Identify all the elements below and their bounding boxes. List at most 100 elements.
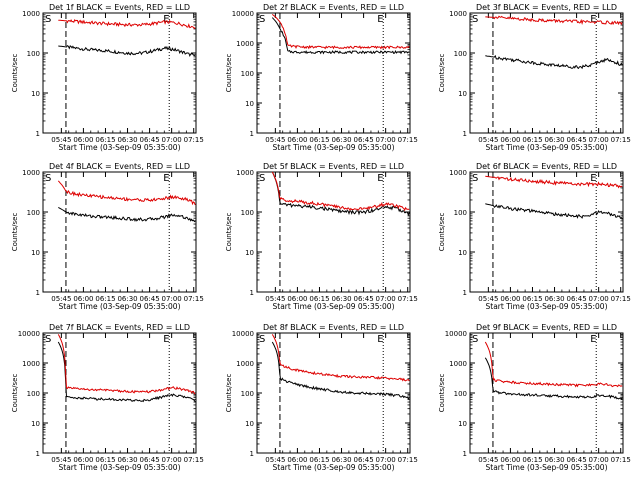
chart-panel-6: Det 6f BLACK = Events, RED = LLD 1 10 100 10… <box>438 162 631 311</box>
plot-frame <box>42 12 197 134</box>
y-axis-label: Counts/sec <box>11 374 19 413</box>
y-tick-label: 100 <box>27 390 40 398</box>
y-tick-label: 100 <box>27 209 40 217</box>
y-tick-label: 10 <box>31 249 40 257</box>
y-axis-label: Counts/sec <box>438 54 446 93</box>
y-tick-label: 10000 <box>232 10 254 18</box>
y-tick-label: 1000 <box>236 40 254 48</box>
end-marker-label: E <box>377 173 383 184</box>
chart-panel-4: Det 4f BLACK = Events, RED = LLD 1 10 100 10… <box>11 162 204 311</box>
chart-panel-8: Det 8f BLACK = Events, RED = LLD 1 10 100 10… <box>225 323 418 472</box>
x-axis-label: Start Time (03-Sep-09 05:35:00) <box>486 463 608 472</box>
x-tick-label: 06:15 <box>95 295 115 303</box>
x-tick-label: 05:45 <box>51 136 71 144</box>
x-tick-label: 06:30 <box>331 295 351 303</box>
x-tick-label: 07:00 <box>162 136 182 144</box>
plot-frame <box>469 171 624 293</box>
y-tick-label: 1000 <box>22 10 40 18</box>
y-axis-label: Counts/sec <box>11 213 19 252</box>
x-tick-label: 06:45 <box>353 456 373 464</box>
series-line-lld <box>271 14 410 50</box>
x-axis-label: Start Time (03-Sep-09 05:35:00) <box>273 463 395 472</box>
y-tick-label: 1000 <box>449 169 467 177</box>
x-tick-label: 06:30 <box>331 136 351 144</box>
x-tick-label: 07:00 <box>162 456 182 464</box>
y-axis-label: Counts/sec <box>225 374 233 413</box>
x-tick-label: 06:45 <box>139 136 159 144</box>
series-line-events <box>271 341 410 400</box>
chart-title: Det 1f BLACK = Events, RED = LLD <box>49 3 190 12</box>
y-tick-label: 1 <box>36 450 40 458</box>
x-tick-label: 07:00 <box>376 456 396 464</box>
x-tick-label: 06:00 <box>500 456 520 464</box>
y-tick-label: 10 <box>31 420 40 428</box>
chart-panel-7: Det 7f BLACK = Events, RED = LLD 1 10 100 10… <box>11 323 204 472</box>
y-tick-label: 1 <box>463 450 467 458</box>
x-tick-label: 05:45 <box>265 456 285 464</box>
chart-panel-1: Det 1f BLACK = Events, RED = LLD 1 10 100 10… <box>11 3 204 152</box>
x-axis-label: Start Time (03-Sep-09 05:35:00) <box>59 302 181 311</box>
x-tick-label: 06:00 <box>73 136 93 144</box>
chart-panel-9: Det 9f BLACK = Events, RED = LLD 1 10 100 10… <box>438 323 631 472</box>
x-tick-label: 07:00 <box>589 136 609 144</box>
x-tick-label: 05:45 <box>51 456 71 464</box>
y-tick-label: 10 <box>458 249 467 257</box>
y-tick-label: 10 <box>245 420 254 428</box>
chart-title: Det 6f BLACK = Events, RED = LLD <box>476 162 617 171</box>
series-line-events <box>485 203 623 220</box>
chart-panel-2: Det 2f BLACK = Events, RED = LLD 1 10 100 10… <box>225 3 418 152</box>
series-line-events <box>485 54 623 70</box>
x-tick-label: 07:00 <box>589 295 609 303</box>
end-marker-label: E <box>590 334 596 345</box>
x-tick-label: 06:15 <box>95 456 115 464</box>
end-marker-label: E <box>163 173 169 184</box>
plot-frame <box>469 12 624 134</box>
x-tick-label: 06:30 <box>331 456 351 464</box>
x-tick-label: 05:45 <box>51 295 71 303</box>
x-tick-label: 06:00 <box>287 295 307 303</box>
x-axis-label: Start Time (03-Sep-09 05:35:00) <box>486 143 608 152</box>
x-axis-label: Start Time (03-Sep-09 05:35:00) <box>273 302 395 311</box>
x-axis-label: Start Time (03-Sep-09 05:35:00) <box>59 463 181 472</box>
plot-frame <box>256 171 411 293</box>
start-marker-label: S <box>472 173 478 184</box>
x-tick-label: 06:45 <box>139 295 159 303</box>
x-tick-label: 07:00 <box>376 136 396 144</box>
y-tick-label: 100 <box>241 209 254 217</box>
chart-panel-5: Det 5f BLACK = Events, RED = LLD 1 10 100 10… <box>225 162 418 311</box>
y-tick-label: 100 <box>454 209 467 217</box>
y-axis-label: Counts/sec <box>438 213 446 252</box>
series-line-lld <box>57 334 196 395</box>
y-tick-label: 100 <box>27 50 40 58</box>
y-axis-label: Counts/sec <box>225 54 233 93</box>
y-axis-label: Counts/sec <box>438 374 446 413</box>
start-marker-label: S <box>259 14 265 25</box>
x-tick-label: 05:45 <box>265 295 285 303</box>
x-tick-label: 07:15 <box>398 136 418 144</box>
y-tick-label: 100 <box>454 390 467 398</box>
x-tick-label: 06:00 <box>73 456 93 464</box>
y-tick-label: 10 <box>245 100 254 108</box>
y-tick-label: 1000 <box>449 360 467 368</box>
y-tick-label: 100 <box>241 70 254 78</box>
chart-title: Det 5f BLACK = Events, RED = LLD <box>263 162 404 171</box>
series-line-events <box>271 171 410 217</box>
x-tick-label: 07:15 <box>611 136 631 144</box>
x-tick-label: 06:15 <box>309 295 329 303</box>
x-tick-label: 06:15 <box>522 295 542 303</box>
x-tick-label: 07:15 <box>611 295 631 303</box>
series-line-lld <box>485 175 623 189</box>
y-axis-label: Counts/sec <box>225 213 233 252</box>
x-tick-label: 07:15 <box>184 456 204 464</box>
y-tick-label: 1 <box>250 289 254 297</box>
x-tick-label: 06:45 <box>566 136 586 144</box>
x-tick-label: 05:45 <box>265 136 285 144</box>
x-tick-label: 06:30 <box>544 456 564 464</box>
y-axis-label: Counts/sec <box>11 54 19 93</box>
x-tick-label: 06:45 <box>353 295 373 303</box>
y-tick-label: 1000 <box>236 360 254 368</box>
x-tick-label: 06:00 <box>287 456 307 464</box>
x-tick-label: 07:00 <box>376 295 396 303</box>
y-tick-label: 10 <box>458 420 467 428</box>
start-marker-label: S <box>45 173 51 184</box>
